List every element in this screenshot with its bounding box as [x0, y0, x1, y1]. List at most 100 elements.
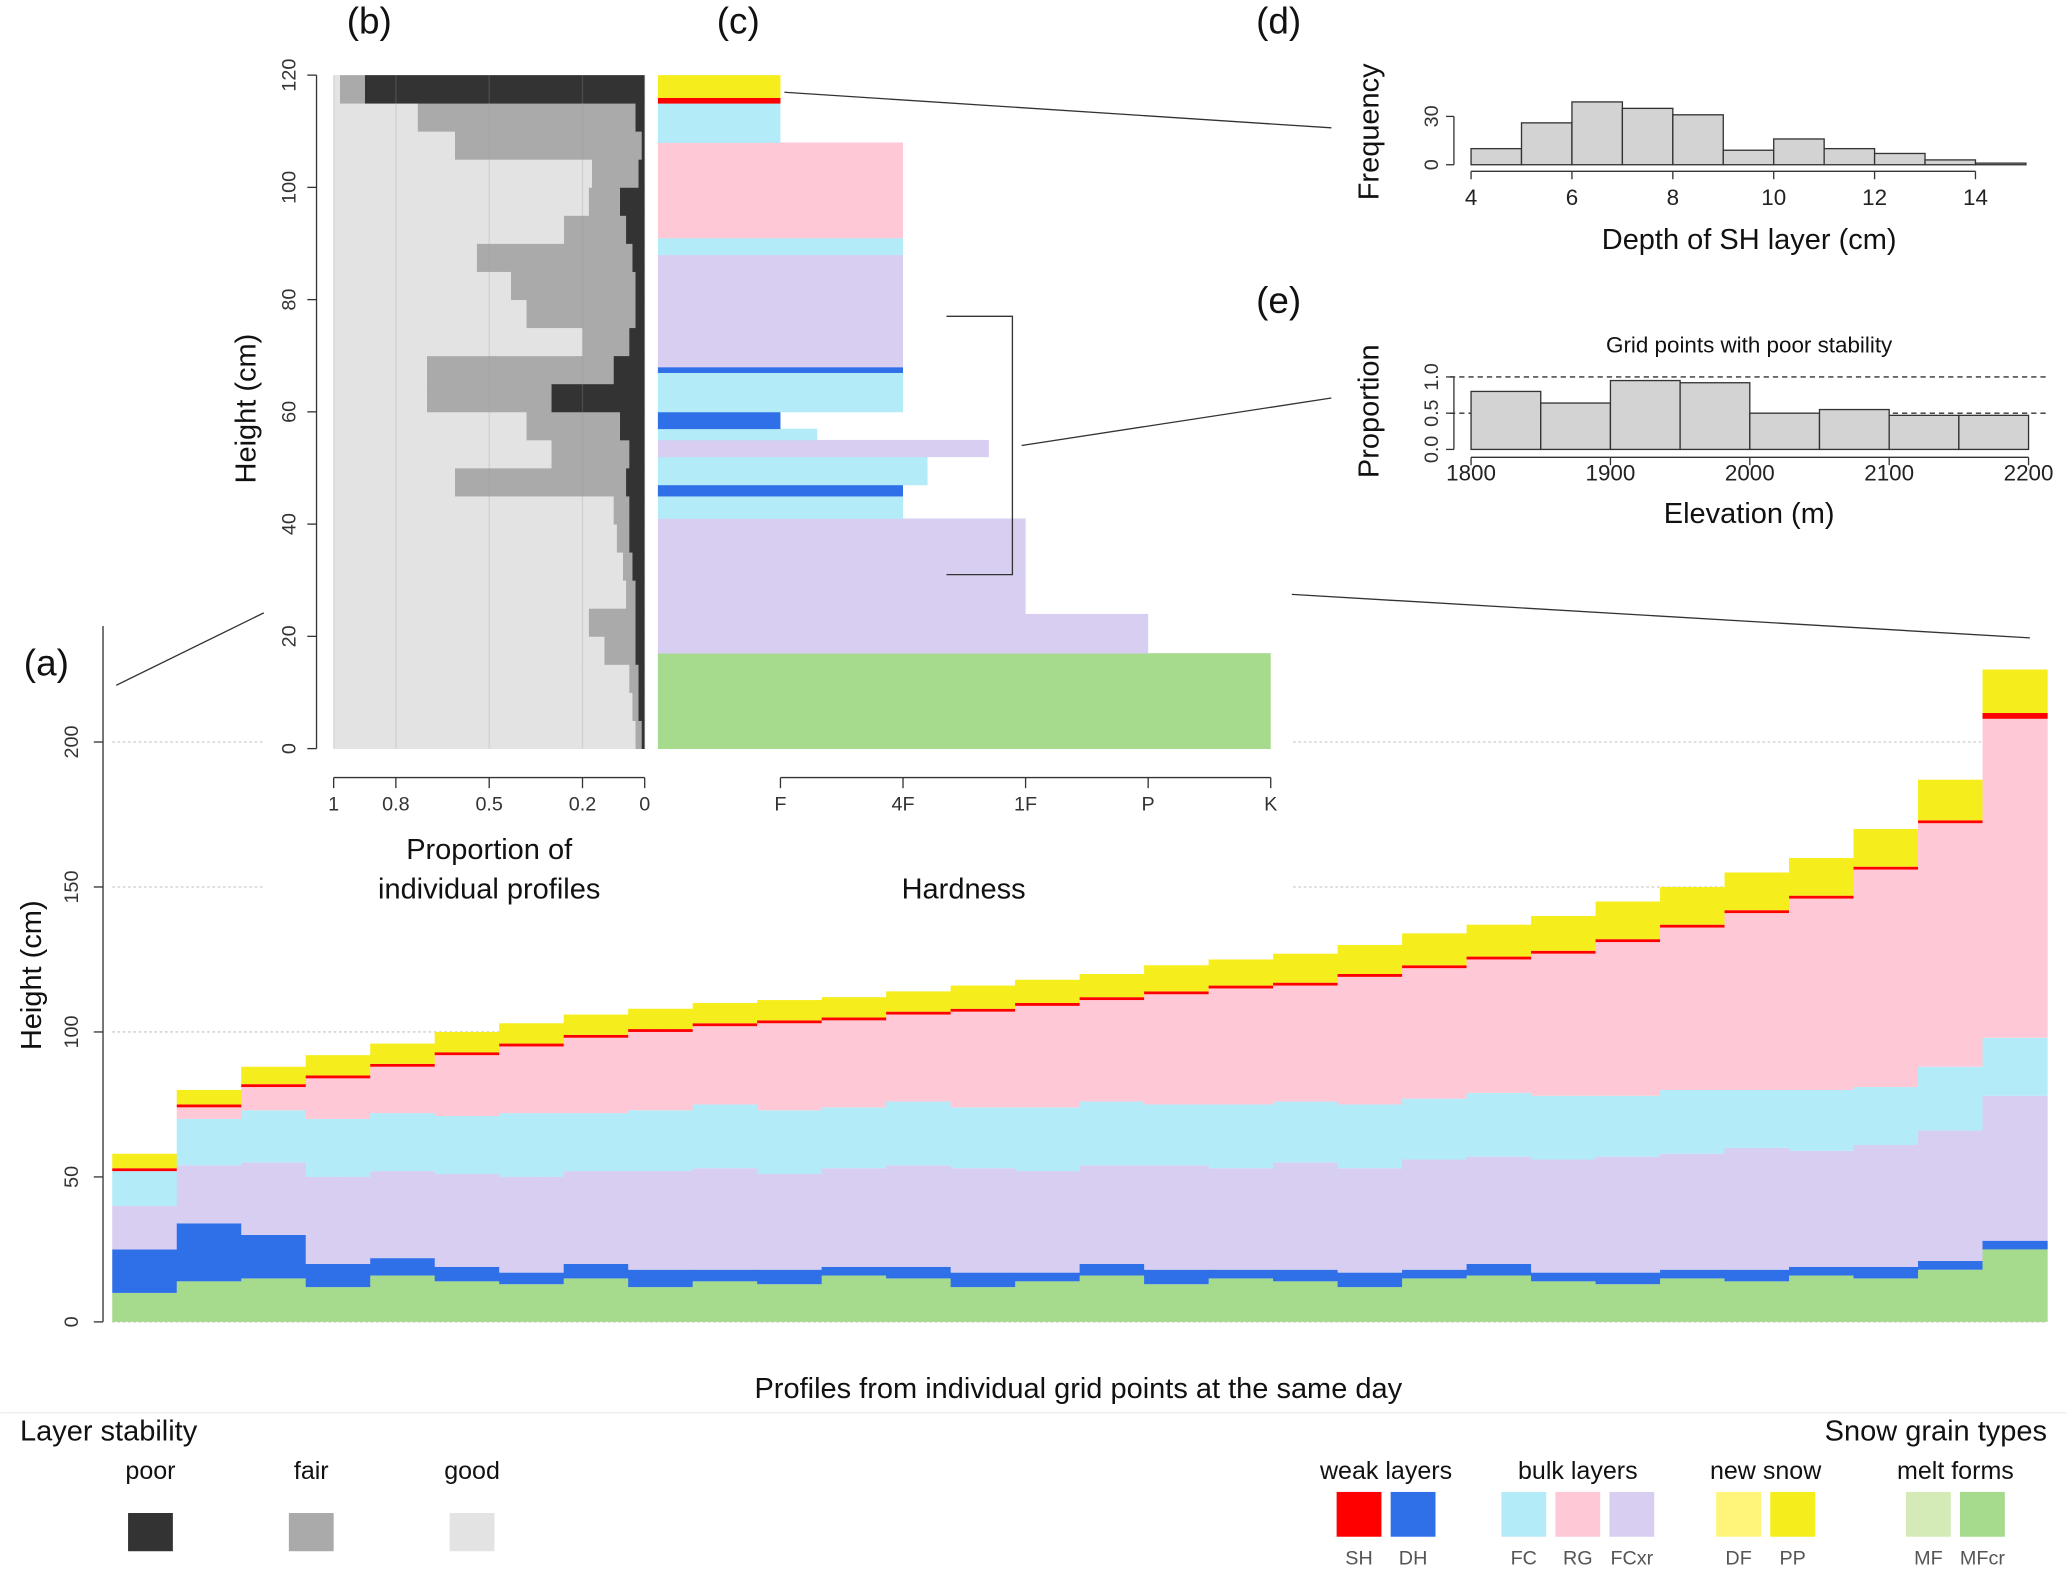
stability-band: [616, 524, 630, 553]
connectors: [115, 91, 2030, 686]
legend-title: Layer stability: [20, 1415, 198, 1447]
y-axis-label: Height (cm): [16, 900, 48, 1050]
stability-band: [591, 159, 639, 188]
layer-segment: [1982, 1037, 2048, 1096]
stability-band: [333, 215, 564, 244]
legend-title: Snow grain types: [1825, 1415, 2047, 1447]
x-tick-label: 2200: [2004, 460, 2054, 485]
stability-band: [619, 411, 645, 441]
layer-segment: [1918, 823, 1984, 1067]
stability-band: [333, 496, 614, 525]
stability-band: [635, 636, 645, 665]
layer-segment: [821, 997, 887, 1018]
legend-swatch: [1905, 1491, 1951, 1537]
layer-segment: [241, 1234, 307, 1279]
stability-band: [333, 327, 583, 357]
stability-band: [632, 243, 645, 272]
stability-band: [588, 187, 620, 216]
layer-segment: [1595, 942, 1661, 1096]
histogram-bar: [1609, 379, 1681, 451]
layer-segment: [1402, 1269, 1468, 1279]
layer: [657, 237, 904, 256]
layer-segment: [1273, 1269, 1339, 1282]
stability-band: [635, 720, 642, 749]
layer-segment: [1337, 1168, 1403, 1273]
histogram-bar: [1974, 162, 2027, 166]
layer-segment: [1595, 1272, 1661, 1285]
layer-segment: [1144, 994, 1210, 1105]
layer-segment: [305, 1078, 371, 1119]
x-axis-label: Hardness: [902, 874, 1026, 906]
legend-label: RG: [1563, 1547, 1593, 1569]
stability-band: [417, 103, 636, 132]
layer: [657, 411, 781, 430]
y-tick-label: 60: [278, 401, 300, 423]
stability-band: [526, 299, 636, 329]
stability-band: [626, 580, 636, 609]
x-tick-label: 8: [1667, 185, 1679, 210]
layer-segment: [692, 1026, 758, 1105]
layer-segment: [1079, 997, 1145, 1001]
layer-segment: [241, 1087, 307, 1111]
y-tick-label: 150: [61, 870, 83, 903]
legend-label: poor: [125, 1457, 175, 1485]
stability-band: [635, 608, 645, 637]
layer-segment: [499, 1046, 565, 1114]
layer-segment: [1595, 939, 1661, 943]
y-tick-label: 0.0: [1421, 436, 1443, 463]
chart-title: Grid points with poor stability: [1606, 333, 1893, 358]
y-axis-label: Height (cm): [231, 334, 263, 484]
legend-group-title: bulk layers: [1518, 1457, 1638, 1485]
y-tick-label: 30: [1421, 105, 1443, 127]
layer: [657, 97, 781, 104]
layer-segment: [370, 1113, 436, 1172]
layer-segment: [886, 1014, 952, 1102]
layer-segment: [434, 1174, 500, 1267]
layer-segment: [1015, 1281, 1081, 1322]
layer-segment: [305, 1287, 371, 1322]
layer-segment: [1208, 1168, 1274, 1270]
stability-band: [364, 75, 645, 104]
layer-segment: [1015, 1107, 1081, 1172]
layer-segment: [1724, 1089, 1790, 1148]
layer-segment: [886, 1266, 952, 1279]
layer-segment: [1466, 956, 1532, 960]
layer-segment: [950, 1107, 1016, 1169]
legend-label: MF: [1914, 1547, 1943, 1569]
stability-band: [333, 243, 477, 272]
layer-segment: [305, 1263, 371, 1288]
stability-band: [333, 103, 418, 132]
layer-segment: [499, 1284, 565, 1322]
layer-segment: [1531, 953, 1597, 1096]
layer-segment: [1595, 1156, 1661, 1273]
stability-band: [333, 608, 589, 637]
layer-segment: [1337, 944, 1403, 974]
layer-segment: [1144, 1269, 1210, 1285]
layer-segment: [1402, 968, 1468, 1099]
layer-segment: [628, 1171, 694, 1270]
layer-segment: [563, 1014, 629, 1035]
layer-segment: [1015, 1002, 1081, 1006]
layer-segment: [434, 1116, 500, 1175]
layer-segment: [1918, 1261, 1984, 1270]
layer-segment: [692, 1269, 758, 1282]
layer-segment: [1466, 1156, 1532, 1264]
layer-segment: [499, 1043, 565, 1047]
stability-band: [426, 355, 614, 385]
layer-segment: [1402, 1159, 1468, 1270]
stability-band: [333, 720, 636, 749]
stability-band: [333, 636, 605, 665]
layer-segment: [1079, 1101, 1145, 1166]
histogram-bar: [1823, 147, 1876, 166]
layer-segment: [1466, 959, 1532, 1093]
layer-segment: [434, 1031, 500, 1053]
legend-swatch: [1609, 1491, 1655, 1537]
layer-segment: [1273, 1281, 1339, 1322]
layer-segment: [950, 1287, 1016, 1322]
layer-segment: [176, 1223, 242, 1282]
legend-label: FC: [1511, 1547, 1537, 1569]
layer-segment: [1079, 1165, 1145, 1264]
layer-segment: [1789, 1275, 1855, 1322]
layer-segment: [112, 1153, 178, 1169]
layer-segment: [1337, 1287, 1403, 1322]
